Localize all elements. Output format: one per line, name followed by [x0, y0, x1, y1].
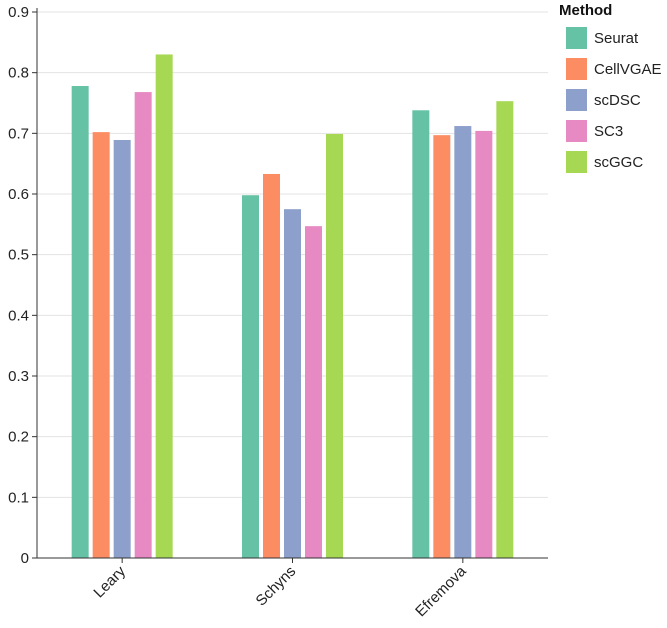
bars-group — [71, 54, 514, 559]
bar-scdsc-leary — [113, 140, 131, 559]
y-tick-label: 0.8 — [8, 65, 29, 82]
y-tick-label: 0.1 — [8, 489, 29, 506]
legend-swatch-scdsc — [566, 89, 587, 111]
legend-label-scdsc: scDSC — [594, 92, 641, 109]
x-category-label: Efremova — [412, 562, 470, 620]
legend-swatch-scggc — [566, 151, 587, 173]
y-tick-label: 0.4 — [8, 307, 29, 324]
bar-seurat-leary — [71, 86, 89, 558]
y-tick-label: 0.6 — [8, 186, 29, 203]
legend-swatch-seurat — [566, 27, 587, 49]
bar-sc3-schyns — [305, 226, 322, 559]
legend-swatch-cellvgae — [566, 58, 587, 80]
y-tick-label: 0.7 — [8, 125, 29, 142]
bar-scggc-efremova — [496, 101, 514, 559]
legend-label-sc3: SC3 — [594, 123, 623, 140]
legend-swatch-sc3 — [566, 120, 587, 142]
y-tick-label: 0.2 — [8, 429, 29, 446]
x-axis-categories: Leary Schyns Efremova — [90, 558, 470, 620]
legend-label-cellvgae: CellVGAE — [594, 61, 662, 78]
y-tick-label: 0.3 — [8, 368, 29, 385]
bar-cellvgae-efremova — [433, 135, 451, 559]
y-tick-label: 0.9 — [8, 4, 29, 21]
bar-sc3-efremova — [475, 130, 493, 558]
bar-seurat-schyns — [242, 195, 259, 559]
legend: Method Seurat CellVGAE scDSC SC3 scGGC — [559, 2, 662, 173]
x-category-label: Schyns — [253, 563, 300, 610]
legend-label-seurat: Seurat — [594, 30, 639, 47]
y-tick-label: 0.5 — [8, 247, 29, 264]
bar-scdsc-schyns — [284, 209, 301, 558]
x-category-label: Leary — [90, 562, 129, 601]
bar-sc3-leary — [134, 92, 152, 558]
bar-seurat-efremova — [412, 110, 430, 558]
bar-cellvgae-schyns — [263, 173, 280, 559]
bar-scggc-leary — [155, 54, 173, 558]
legend-label-scggc: scGGC — [594, 154, 643, 171]
bar-scdsc-efremova — [454, 126, 472, 558]
y-tick-label: 0 — [21, 550, 29, 567]
legend-title: Method — [559, 2, 612, 19]
bar-cellvgae-leary — [92, 132, 110, 558]
bar-scggc-schyns — [326, 133, 343, 558]
y-axis-ticks: 0 0.1 0.2 0.3 0.4 0.5 0.6 0.7 0.8 0.9 — [8, 4, 37, 567]
